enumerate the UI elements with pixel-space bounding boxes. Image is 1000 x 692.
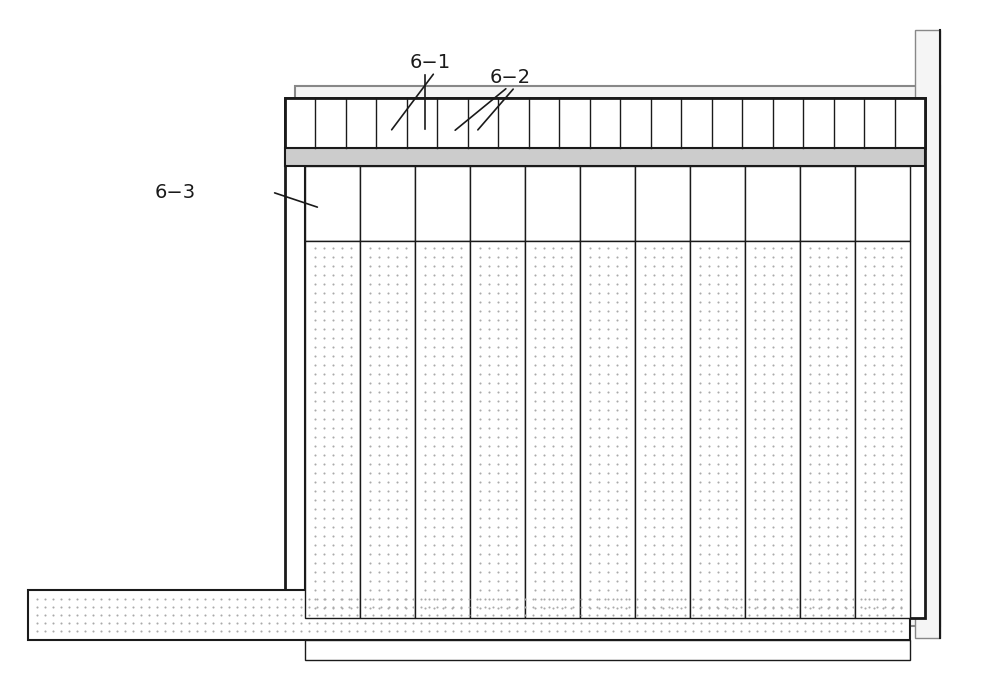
Bar <box>855 166 910 241</box>
Bar <box>285 148 925 166</box>
Bar <box>305 166 910 618</box>
Bar <box>305 640 910 660</box>
Bar <box>305 241 360 618</box>
Text: 6−3: 6−3 <box>154 183 196 201</box>
Bar <box>28 590 910 640</box>
Bar <box>285 98 925 148</box>
Bar <box>285 98 925 618</box>
Bar <box>745 166 800 241</box>
Bar <box>470 241 525 618</box>
Bar <box>580 241 635 618</box>
Text: 6−2: 6−2 <box>489 68 531 87</box>
Bar <box>635 241 690 618</box>
Bar <box>415 166 470 241</box>
Text: 6−1: 6−1 <box>409 53 451 72</box>
Bar <box>800 166 855 241</box>
Bar <box>360 241 415 618</box>
Bar <box>360 166 415 241</box>
Bar <box>295 86 940 626</box>
Bar <box>525 166 580 241</box>
Bar <box>470 166 525 241</box>
Bar <box>915 30 940 638</box>
Bar <box>800 241 855 618</box>
Bar <box>855 241 910 618</box>
Bar <box>635 166 690 241</box>
Bar <box>415 241 470 618</box>
Bar <box>690 166 745 241</box>
Bar <box>580 166 635 241</box>
Bar <box>690 241 745 618</box>
Bar <box>745 241 800 618</box>
Bar <box>525 241 580 618</box>
Bar <box>305 166 360 241</box>
